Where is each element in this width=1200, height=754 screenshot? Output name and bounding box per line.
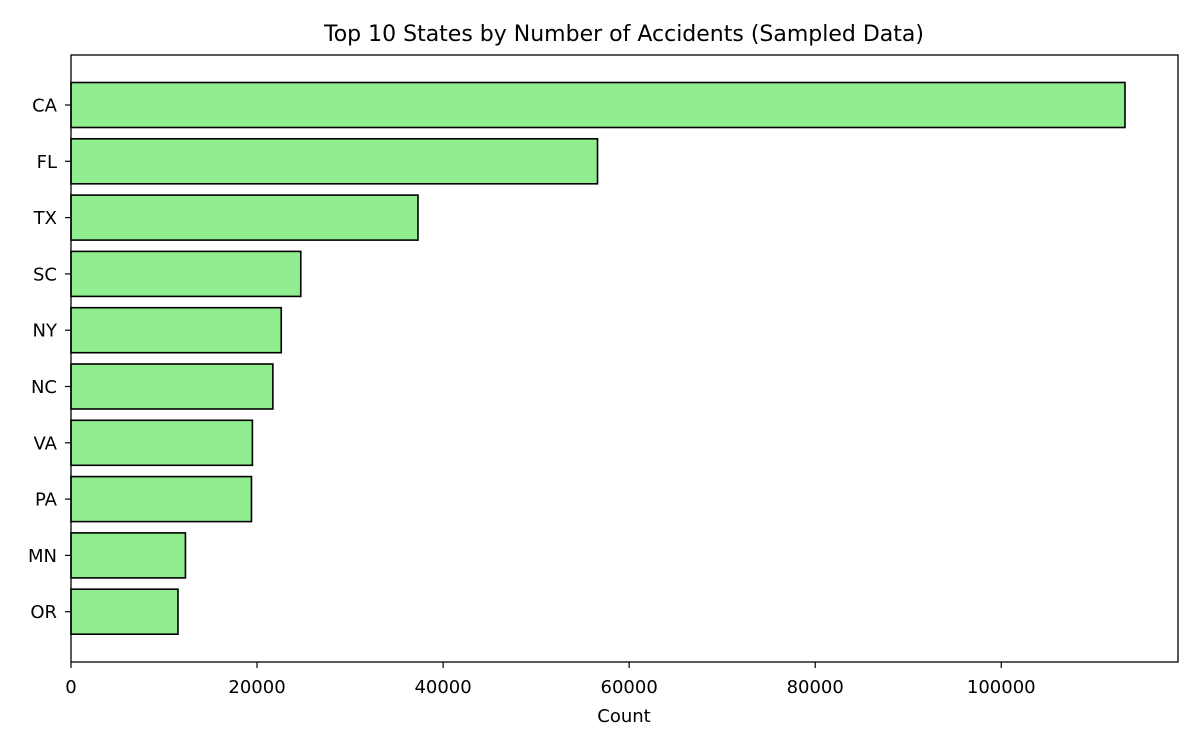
x-tick-label-40000: 40000 — [414, 677, 471, 698]
y-tick-label-sc: SC — [33, 264, 57, 285]
x-tick-label-20000: 20000 — [228, 677, 285, 698]
y-tick-label-pa: PA — [35, 490, 58, 511]
y-tick-label-va: VA — [34, 433, 58, 454]
x-tick-label-0: 0 — [65, 677, 76, 698]
bar-ny — [70, 306, 283, 354]
y-tick-label-fl: FL — [37, 152, 57, 173]
bar-va — [70, 419, 254, 467]
bar-nc — [70, 363, 274, 410]
bar-tx — [70, 194, 419, 241]
y-tick-label-tx: TX — [33, 208, 57, 229]
chart-title: Top 10 States by Number of Accidents (Sa… — [323, 22, 924, 47]
x-axis-label: Count — [597, 706, 650, 727]
x-tick-label-60000: 60000 — [601, 677, 658, 698]
x-tick-label-100000: 100000 — [967, 677, 1036, 698]
axes-frame — [70, 54, 1179, 663]
bar-or — [70, 588, 179, 636]
y-tick-label-nc: NC — [31, 377, 57, 398]
bar-fl — [70, 138, 599, 185]
y-tick-label-mn: MN — [28, 546, 57, 567]
y-tick-label-ny: NY — [33, 321, 58, 342]
bars-layer — [70, 81, 1126, 636]
x-tick-label-80000: 80000 — [787, 677, 844, 698]
x-axis-ticks: 0 20000 40000 60000 80000 100000 — [65, 662, 1036, 698]
bar-mn — [70, 532, 187, 579]
bar-sc — [70, 250, 302, 298]
y-tick-label-or: OR — [30, 602, 57, 623]
y-axis-ticks: CA FL TX SC NY NC VA PA MN OR — [28, 96, 71, 623]
y-tick-label-ca: CA — [32, 96, 58, 117]
bar-pa — [70, 475, 253, 523]
bar-ca — [70, 81, 1126, 129]
